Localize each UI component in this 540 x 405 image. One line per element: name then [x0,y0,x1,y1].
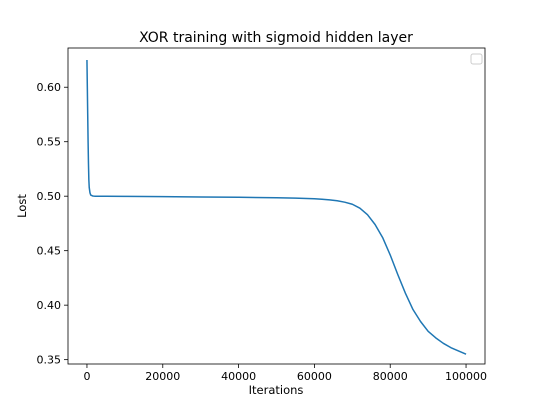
y-axis-label: Lost [15,194,29,218]
x-tick-label-4: 80000 [373,370,408,383]
x-tick-label-1: 20000 [145,370,180,383]
x-tick-label-2: 40000 [221,370,256,383]
chart-title: XOR training with sigmoid hidden layer [139,30,413,46]
legend-box [470,53,483,65]
x-tick-label-0: 0 [83,370,90,383]
series-line-0 [86,59,467,355]
y-tick-label-2: 0.45 [37,245,62,258]
y-tick-label-3: 0.50 [37,190,62,203]
x-axis-label: Iterations [249,383,304,397]
axes-frame [67,47,486,365]
y-tick-label-0: 0.35 [37,354,62,367]
x-axis: 0 20000 40000 60000 80000 100000 [83,364,487,383]
y-axis: 0.35 0.40 0.45 0.50 0.55 0.60 [37,81,68,367]
plot-area [67,47,486,365]
x-tick-label-3: 60000 [297,370,332,383]
y-tick-label-5: 0.60 [37,81,62,94]
y-tick-label-1: 0.40 [37,299,62,312]
x-tick-label-5: 100000 [445,370,487,383]
y-tick-label-4: 0.55 [37,136,62,149]
